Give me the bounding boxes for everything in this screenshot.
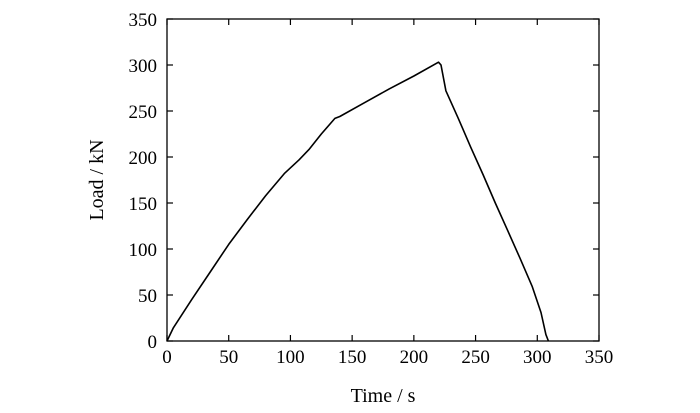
y-tick-label: 300 [129, 56, 158, 77]
y-tick-label: 100 [129, 240, 158, 261]
x-tick-label: 250 [461, 347, 490, 368]
y-tick-label: 150 [129, 194, 158, 215]
x-axis-title: Time / s [351, 385, 416, 407]
series-layer [166, 61, 550, 342]
y-tick-label: 50 [138, 286, 157, 307]
y-axis-title: Load / kN [86, 139, 108, 220]
y-tick-label: 250 [129, 102, 158, 123]
y-axis: 0 50 100 150 200 250 300 350 [129, 10, 599, 353]
x-tick-label: 300 [523, 347, 552, 368]
x-axis: 0 50 100 150 200 250 300 350 [162, 19, 613, 368]
x-tick-label: 350 [585, 347, 614, 368]
x-tick-label: 50 [219, 347, 238, 368]
y-tick-label: 350 [129, 10, 158, 31]
x-tick-label: 200 [400, 347, 429, 368]
x-tick-label: 0 [162, 347, 172, 368]
y-tick-label: 0 [148, 332, 158, 353]
y-tick-label: 200 [129, 148, 158, 169]
x-tick-label: 100 [276, 347, 305, 368]
x-tick-label: 150 [338, 347, 367, 368]
plot-frame [166, 18, 600, 342]
load-series-line [166, 61, 550, 342]
